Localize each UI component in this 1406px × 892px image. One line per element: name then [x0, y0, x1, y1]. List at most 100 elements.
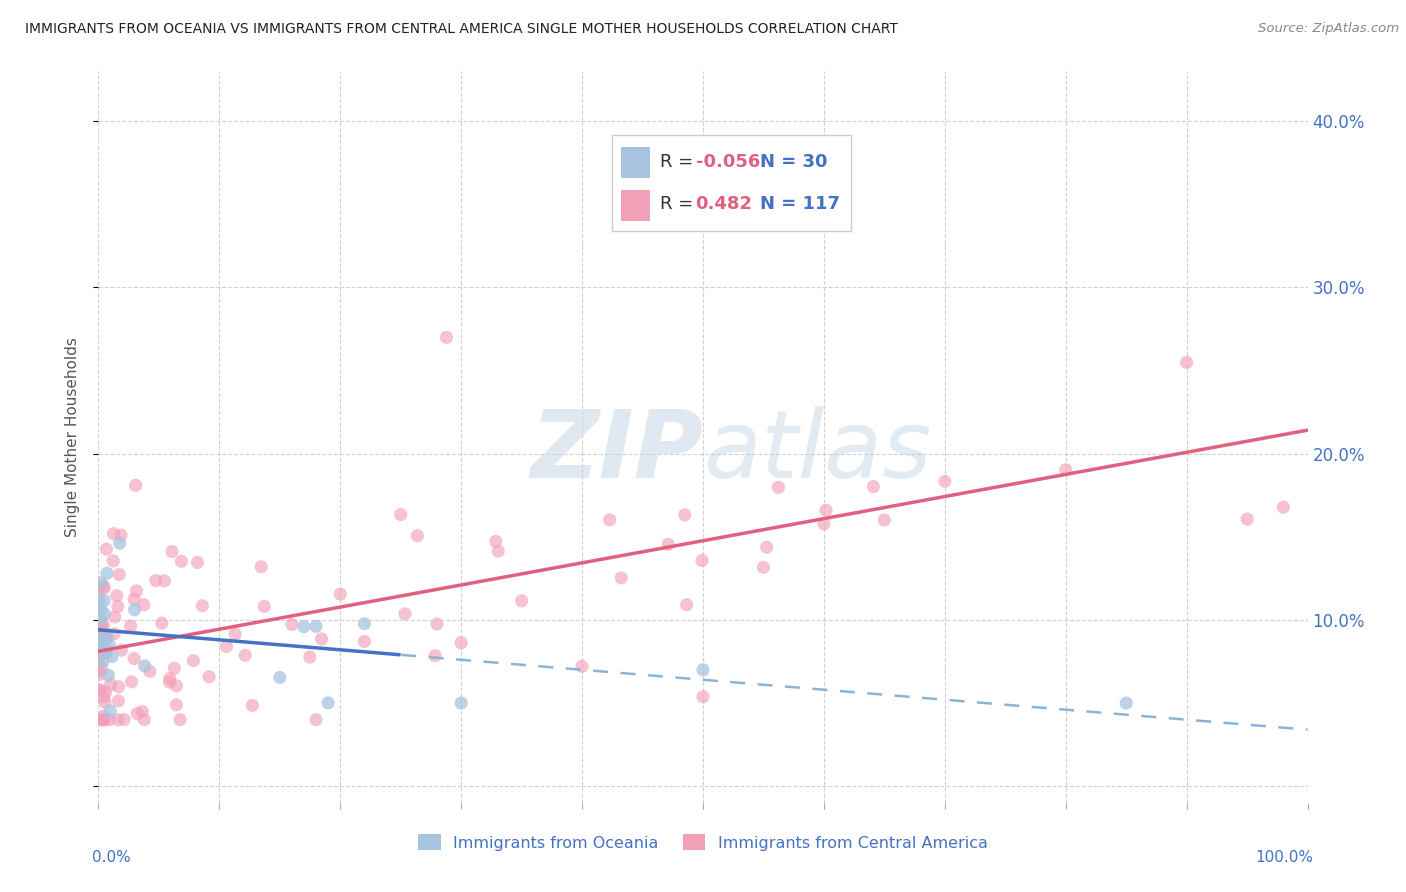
Point — [755, 540, 778, 554]
Point — [87, 592, 110, 607]
Point — [159, 672, 181, 686]
Point — [292, 620, 315, 634]
Point — [98, 704, 121, 718]
Point — [96, 646, 118, 660]
Point — [107, 713, 129, 727]
Point — [250, 559, 273, 574]
Point — [94, 632, 117, 646]
Point — [450, 696, 472, 710]
Point — [98, 638, 121, 652]
Point — [1175, 355, 1198, 369]
Point — [89, 632, 111, 646]
Point — [127, 706, 149, 721]
Point — [692, 663, 714, 677]
Point — [150, 616, 173, 631]
Point — [134, 713, 156, 727]
Point — [436, 330, 458, 344]
Point — [93, 581, 115, 595]
Point — [183, 654, 205, 668]
Point — [510, 594, 533, 608]
Point — [98, 713, 121, 727]
Point — [93, 579, 115, 593]
Point — [101, 649, 124, 664]
Point — [253, 599, 276, 614]
Point — [90, 621, 112, 635]
Point — [233, 648, 256, 663]
Point — [104, 610, 127, 624]
Point — [91, 632, 114, 647]
Point — [198, 670, 221, 684]
Point — [94, 685, 117, 699]
Point — [120, 619, 142, 633]
Point — [87, 582, 110, 597]
Point — [305, 713, 328, 727]
Point — [1115, 696, 1137, 710]
Point — [406, 529, 429, 543]
Point — [423, 648, 446, 663]
Point — [87, 656, 110, 670]
Point — [103, 627, 125, 641]
Point — [1272, 500, 1295, 515]
Bar — [621, 147, 650, 178]
Point — [108, 567, 131, 582]
Point — [215, 640, 238, 654]
Text: N = 30: N = 30 — [761, 153, 828, 171]
Point — [169, 713, 191, 727]
Point — [94, 642, 117, 657]
Point — [96, 542, 118, 557]
Point — [108, 536, 131, 550]
Point — [191, 599, 214, 613]
Point — [139, 665, 162, 679]
Point — [485, 534, 508, 549]
Point — [1054, 463, 1077, 477]
Point — [91, 713, 114, 727]
Point — [153, 574, 176, 588]
Point — [675, 598, 697, 612]
Point — [90, 602, 112, 616]
Point — [571, 659, 593, 673]
Point — [131, 705, 153, 719]
Point — [91, 634, 114, 648]
Text: atlas: atlas — [703, 406, 931, 497]
Point — [305, 619, 328, 633]
Text: N = 117: N = 117 — [761, 194, 841, 213]
Point — [89, 624, 111, 638]
Point — [873, 513, 896, 527]
Point — [690, 553, 713, 567]
Point — [90, 662, 112, 676]
Point — [673, 508, 696, 522]
Point — [450, 636, 472, 650]
Point — [89, 626, 111, 640]
Point — [353, 616, 375, 631]
Point — [91, 709, 114, 723]
Point — [132, 598, 155, 612]
Point — [752, 560, 775, 574]
Point — [93, 607, 115, 621]
Point — [389, 508, 412, 522]
Point — [107, 694, 129, 708]
Point — [107, 680, 129, 694]
Text: -0.056: -0.056 — [696, 153, 759, 171]
Point — [163, 661, 186, 675]
Point — [122, 592, 145, 607]
Point — [90, 575, 112, 590]
Point — [311, 632, 333, 646]
Point — [269, 671, 291, 685]
Point — [692, 690, 714, 704]
Point — [90, 612, 112, 626]
Text: 100.0%: 100.0% — [1256, 850, 1313, 865]
Text: ZIP: ZIP — [530, 406, 703, 498]
Point — [353, 634, 375, 648]
Point — [329, 587, 352, 601]
Point — [394, 607, 416, 621]
Point — [87, 683, 110, 698]
Point — [103, 526, 125, 541]
Point — [934, 475, 956, 489]
Point — [160, 544, 183, 558]
Point — [93, 629, 115, 643]
Point — [298, 650, 321, 665]
Point — [93, 690, 115, 704]
Point — [89, 648, 111, 662]
Point — [97, 630, 120, 644]
Point — [134, 658, 156, 673]
